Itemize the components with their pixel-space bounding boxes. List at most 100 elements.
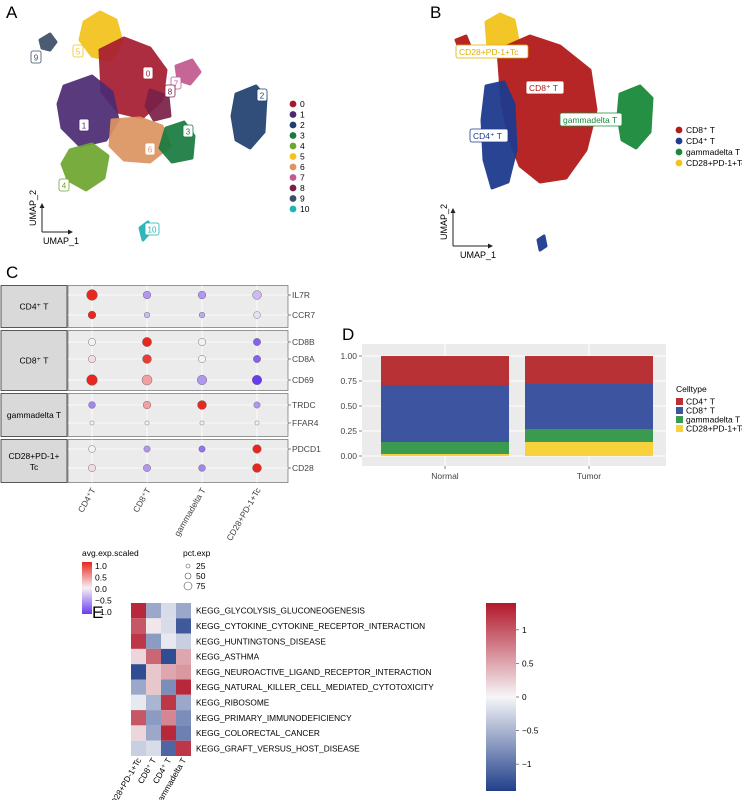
umap-b-axis-x-label: UMAP_1: [460, 250, 496, 260]
cluster-legend-dot-8: [289, 184, 297, 192]
bar-ytick-label-0: 0.00: [340, 451, 357, 461]
heatmap-cell-8-0: [131, 725, 146, 741]
heatmap-cell-2-1: [146, 633, 161, 649]
panel-e: E KEGG_GLYCOLYSIS_GLUCONEOGENESIS KEGG_CY…: [92, 603, 539, 800]
dot-PDCD1-2: [198, 445, 206, 453]
heatmap-cell-8-1: [146, 725, 161, 741]
heatmap-cell-5-0: [131, 679, 146, 695]
cluster-tag-box-10: [144, 222, 160, 236]
umap-clusters: [38, 10, 268, 242]
cluster-legend-label-1: 1: [300, 110, 305, 120]
bar-legend-label-2: gammadelta T: [686, 415, 740, 425]
legend-size-tick-2: 75: [196, 581, 206, 591]
dotplot-facet-frame-1: [67, 330, 289, 391]
heatmap-cell-0-0: [131, 603, 146, 619]
heatmap-row-label-5: KEGG_NATURAL_KILLER_CELL_MEDIATED_CYTOTO…: [196, 682, 434, 692]
heatmap-cell-3-2: [161, 648, 176, 665]
dotplot-legend: avg.exp.scaled 1.0 0.50.0 −0.5−1.0 pct.exp 25…: [82, 548, 211, 617]
celltype-tags: CD28+PD-1+Tc CD8⁺ T gammadelta T CD4⁺ T: [455, 44, 623, 143]
dot-CD8A-1: [142, 354, 152, 364]
celltype-legend-label-3: CD28+PD-1+Tc: [686, 158, 742, 168]
dot-CD69-3: [252, 375, 262, 385]
cluster-legend-dot-6: [289, 163, 297, 171]
dot-CD28-3: [252, 463, 262, 473]
cluster-tag-box-9: [30, 50, 42, 64]
dot-CD69-1: [141, 374, 153, 386]
gene-label-CD69: CD69: [292, 375, 314, 385]
cluster-legend-dot-2: [289, 121, 297, 129]
heatmap-cell-0-2: [161, 603, 176, 619]
stacked-bar-chart: 0.00 0.25 0.50 0.75 1.00 Normal Tumor Celltype C…: [340, 344, 742, 481]
dotplot-facet-strip-1: [0, 330, 68, 391]
heatmap-row-label-9: KEGG_GRAFT_VERSUS_HOST_DISEASE: [196, 743, 360, 753]
heatmap-row-label-7: KEGG_PRIMARY_IMMUNODEFICIENCY: [196, 713, 352, 723]
celltype-legend-dot-2: [675, 148, 683, 156]
dot-PDCD1-3: [252, 444, 262, 454]
dotplot-facet-bg-2: [68, 393, 288, 437]
heatmap-cell-9-3: [176, 740, 191, 756]
gene-label-CCR7: CCR7: [292, 310, 315, 320]
dot-CD8B-0: [88, 338, 96, 346]
gene-label-CD8A: CD8A: [292, 354, 315, 364]
heatmap-cell-5-1: [146, 679, 161, 695]
cluster-tag-box-4: [58, 178, 70, 192]
dotplot-facet-frame-2: [67, 393, 289, 437]
bar-legend-label-0: CD4⁺ T: [686, 397, 715, 407]
cluster-legend-label-7: 7: [300, 173, 305, 183]
panel-c: C CD4⁺ T CD8⁺ T gammadelta T CD28+PD-1+Tc IL…: [0, 263, 321, 617]
gene-label-TRDC: TRDC: [292, 400, 316, 410]
colorbar-tick-label-3: −0.5: [522, 726, 539, 736]
celltype-tag-2: gammadelta T: [563, 115, 617, 125]
heatmap-cell-9-1: [146, 740, 161, 756]
dot-CD28-2: [198, 464, 206, 472]
gene-label-FFAR4: FFAR4: [292, 418, 319, 428]
heatmap-cell-2-0: [131, 633, 146, 649]
celltype-legend-label-1: CD4⁺ T: [686, 136, 715, 146]
legend-size-dot-2: [183, 581, 193, 591]
panel-e-label: E: [92, 603, 103, 622]
colorbar-tick-label-0: 1: [522, 625, 527, 635]
bar-x-label-0: Normal: [431, 471, 459, 481]
celltype-tag-box-3: [469, 128, 509, 143]
cluster-legend-dot-3: [289, 132, 297, 139]
cluster-tag-8: 8: [168, 88, 173, 97]
celltype-legend-dot-1: [675, 137, 683, 145]
bar-Tumor-3: [525, 442, 653, 456]
heatmap-cell-0-3: [176, 603, 191, 619]
bar-Normal-2: [381, 442, 509, 454]
umap-cluster-1: [56, 74, 120, 148]
dot-PDCD1-1: [143, 445, 151, 453]
dotplot: CD4⁺ T CD8⁺ T gammadelta T CD28+PD-1+Tc IL7R…: [0, 285, 321, 543]
umap-celltype-region-3: [616, 84, 654, 150]
panel-d: D 0.00 0.25 0.50 0.75 1.00 Normal Tumor Celltyp…: [340, 325, 742, 481]
cluster-tag-7: 7: [174, 80, 179, 89]
bar-legend-label-3: CD28+PD-1+Tc: [686, 424, 742, 434]
dot-TRDC-3: [253, 401, 261, 409]
cluster-legend-label-3: 3: [300, 131, 305, 141]
dot-CCR7-3: [253, 311, 261, 319]
celltype-legend-dot-0: [675, 126, 683, 134]
dot-FFAR4-2: [199, 420, 205, 426]
umap-axes: UMAP_2 UMAP_1: [28, 190, 79, 246]
cluster-legend-label-0: 0: [300, 99, 305, 109]
legend-size-title: pct.exp: [183, 548, 211, 558]
dotplot-x-label-3: CD28+PD-1+Tc: [224, 485, 263, 542]
cluster-legend-label-8: 8: [300, 183, 305, 193]
gene-label-CD8B: CD8B: [292, 337, 315, 347]
cluster-legend-dot-10: [289, 205, 297, 213]
cluster-legend-dot-7: [289, 174, 297, 181]
panel-b-label: B: [430, 3, 441, 22]
heatmap-cell-7-0: [131, 710, 146, 726]
kegg-heatmap: KEGG_GLYCOLYSIS_GLUCONEOGENESIS KEGG_CYTO…: [106, 603, 539, 800]
dot-IL7R-1: [142, 290, 152, 300]
umap-cluster-4: [60, 142, 110, 192]
cluster-tag-box-5: [72, 44, 84, 58]
bar-Normal-3: [381, 454, 509, 456]
heatmap-cell-1-2: [161, 618, 176, 634]
bar-Normal-1: [381, 385, 509, 442]
legend-color-title: avg.exp.scaled: [82, 548, 139, 558]
heatmap-cell-8-3: [176, 725, 191, 741]
cluster-tag-1: 1: [82, 122, 87, 131]
